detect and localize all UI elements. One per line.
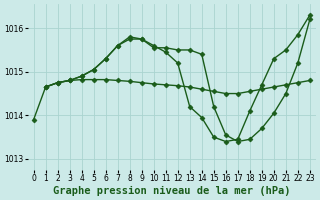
- X-axis label: Graphe pression niveau de la mer (hPa): Graphe pression niveau de la mer (hPa): [53, 186, 291, 196]
